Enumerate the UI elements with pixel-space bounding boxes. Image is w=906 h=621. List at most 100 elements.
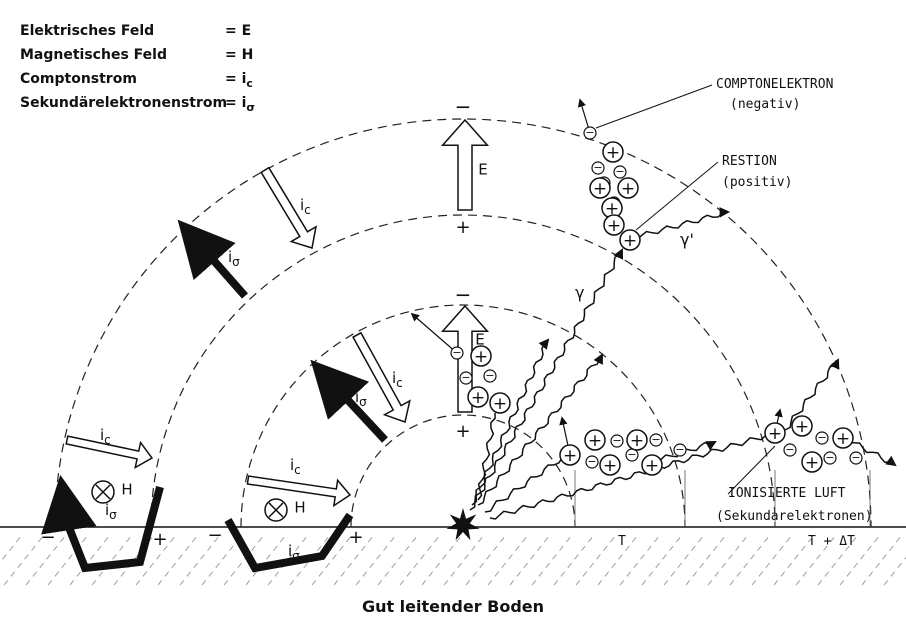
current-label: iσ — [105, 501, 117, 522]
current-label: iσ — [288, 542, 300, 563]
current-label: iσ — [228, 248, 240, 269]
current-sub: c — [396, 376, 403, 390]
legend-symbol: = ic — [225, 71, 253, 90]
ion-sign: + — [603, 456, 617, 476]
ground-hatch — [642, 535, 682, 585]
footer: Gut leitender Boden — [362, 597, 544, 616]
annotation: (negativ) — [730, 97, 800, 112]
ground-hatch — [686, 535, 726, 585]
electron-sign: − — [817, 431, 826, 444]
current-sub: c — [304, 203, 311, 217]
electron-sign: − — [461, 371, 470, 384]
ground-hatch — [444, 535, 484, 585]
ion-sign: + — [563, 446, 577, 466]
current-label: ic — [100, 426, 111, 447]
legend-label: Magnetisches Feld — [20, 47, 167, 63]
symbol: + — [455, 217, 470, 238]
legend-symbol: = i — [225, 71, 246, 87]
legend-sub: c — [246, 77, 253, 90]
ground-hatch — [488, 535, 528, 585]
legend-symbol: = H — [225, 47, 253, 63]
symbol: H — [121, 481, 132, 499]
symbol: + — [152, 529, 167, 550]
ground-hatch — [378, 535, 418, 585]
symbol: − — [455, 283, 472, 307]
symbol: + — [455, 421, 470, 442]
ion-sign: + — [795, 417, 809, 437]
diagram: Elektrisches Feld Magnetisches Feld Comp… — [0, 0, 906, 621]
ion-sign: + — [606, 143, 620, 163]
ground-hatch — [884, 535, 906, 585]
ion-sign: + — [588, 431, 602, 451]
secondary-current-arrow — [318, 368, 385, 440]
ion-sign: + — [474, 347, 488, 367]
electron-sign: − — [851, 451, 860, 464]
ground-hatch — [0, 535, 22, 585]
gamma-label: γ — [575, 283, 584, 302]
ground-hatch — [400, 535, 440, 585]
legend-label: Comptonstrom — [20, 71, 137, 87]
ground-hatch — [554, 535, 594, 585]
legend-symbol: = i — [225, 95, 246, 111]
ion-sign: + — [630, 431, 644, 451]
annotation: T — [618, 534, 626, 549]
ion-sign: + — [607, 216, 621, 236]
burst — [446, 508, 479, 540]
electron-sign: − — [485, 369, 494, 382]
annotation: T + ΔT — [808, 534, 855, 549]
ground-hatch — [532, 535, 572, 585]
legend-symbol: = E — [225, 23, 251, 39]
legend-sub: σ — [246, 101, 255, 114]
ground-hatch — [620, 535, 660, 585]
ion-sign: + — [805, 453, 819, 473]
current-sub: c — [294, 463, 301, 477]
electron-sign: − — [587, 455, 596, 468]
ground-hatch — [422, 535, 462, 585]
ion-sign: + — [593, 179, 607, 199]
gamma-ray — [785, 360, 838, 430]
ground-hatch — [466, 535, 506, 585]
annotation: (positiv) — [722, 175, 792, 190]
legend-label: Elektrisches Feld — [20, 23, 154, 39]
symbol: − — [40, 527, 55, 548]
gamma-label: γ' — [680, 230, 694, 249]
current-label: ic — [300, 196, 311, 217]
legend-label: Sekundärelektronenstrom — [20, 95, 227, 111]
page: Elektrisches Feld Magnetisches Feld Comp… — [0, 0, 906, 621]
current-sub: σ — [232, 255, 240, 269]
current-sub: σ — [109, 508, 117, 522]
ion-sign: + — [645, 456, 659, 476]
ion-sign: + — [493, 394, 507, 414]
symbol: H — [294, 499, 305, 517]
electron-sign: − — [785, 443, 794, 456]
ground-hatch — [708, 535, 748, 585]
ion-sign: + — [621, 179, 635, 199]
ion-sign: + — [623, 231, 637, 251]
current-label: ic — [290, 456, 301, 477]
annotation: IONISIERTE LUFT — [728, 486, 846, 501]
symbol: − — [207, 525, 222, 546]
electron-sign: − — [675, 443, 684, 456]
ion-sign: + — [471, 388, 485, 408]
current-label: ic — [392, 369, 403, 390]
ground-hatch — [4, 535, 44, 585]
ground-hatch — [576, 535, 616, 585]
leader — [636, 162, 718, 230]
electron-sign: − — [651, 433, 660, 446]
annotation: RESTION — [722, 154, 777, 169]
electron-sign: − — [585, 126, 594, 139]
ground-hatch — [730, 535, 770, 585]
electron-path — [412, 314, 457, 353]
ion-sign: + — [836, 429, 850, 449]
ground-hatch — [510, 535, 550, 585]
current-sub: σ — [359, 395, 367, 409]
current-sub: σ — [292, 549, 300, 563]
leader — [596, 85, 712, 128]
current-sub: c — [104, 433, 111, 447]
ground-hatch — [752, 535, 792, 585]
electron-sign: − — [452, 346, 461, 359]
electron-sign: − — [615, 165, 624, 178]
gamma-ray — [478, 355, 602, 505]
current-label: iσ — [355, 388, 367, 409]
annotation: COMPTONELEKTRON — [716, 77, 833, 92]
